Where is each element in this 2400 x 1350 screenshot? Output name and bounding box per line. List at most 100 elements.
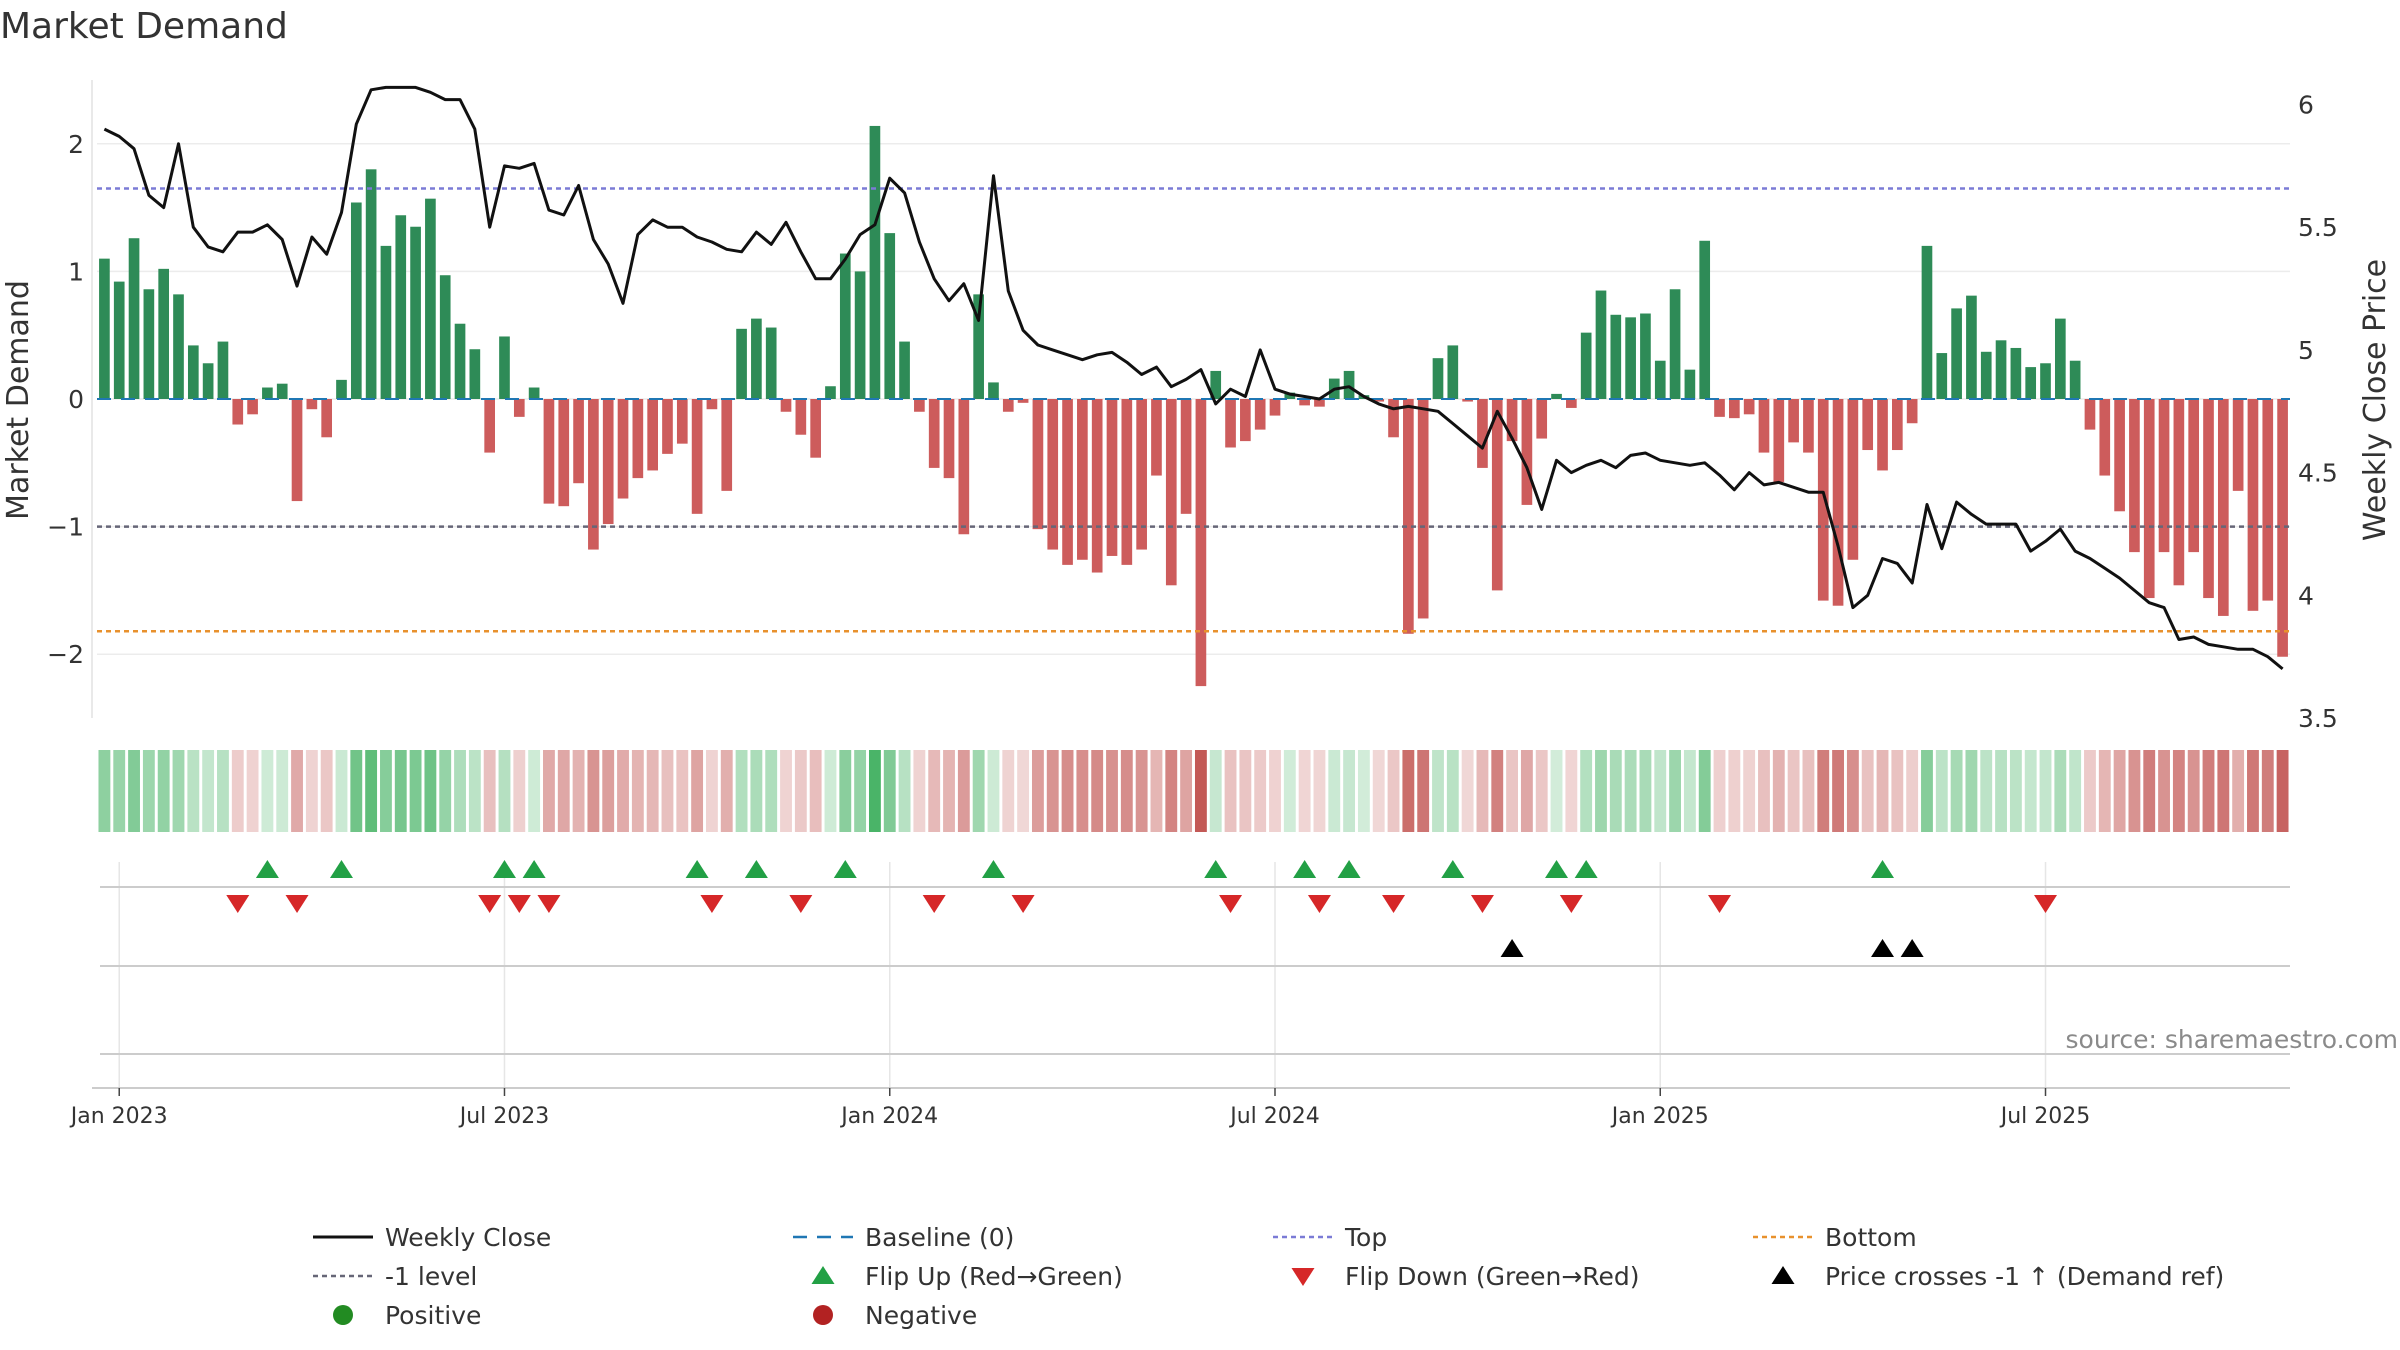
heat-strip-cell [691, 750, 704, 832]
demand-bar [1417, 399, 1429, 619]
flip-up-marker [981, 860, 1005, 878]
demand-bar [187, 345, 199, 399]
demand-bar [2025, 367, 2037, 399]
demand-bar [1240, 399, 1251, 442]
legend-label: Bottom [1825, 1223, 1917, 1252]
flip-up-marker [1545, 860, 1569, 878]
y-left-tick-label: −1 [47, 513, 84, 542]
demand-bar [1595, 290, 1607, 399]
heat-strip-cell [1728, 750, 1741, 832]
legend-flip-down-symbol [1291, 1268, 1315, 1286]
heat-strip-cell [943, 750, 955, 832]
demand-bar [1136, 399, 1147, 550]
y-left-axis-label: Market Demand [1, 280, 36, 520]
heat-strip-cell [424, 750, 437, 832]
demand-bar [1047, 399, 1059, 550]
demand-bar [1373, 399, 1385, 402]
heat-strip-cell [2024, 750, 2037, 832]
demand-bar [1580, 332, 1592, 399]
demand-bar [765, 327, 777, 399]
heat-strip-cell [1639, 750, 1652, 832]
demand-bar [1654, 360, 1666, 399]
flip-up-marker [1293, 860, 1317, 878]
heat-strip-cell [335, 750, 348, 832]
demand-bar [143, 289, 155, 399]
demand-bar [1299, 399, 1310, 406]
demand-bar [780, 399, 792, 412]
heat-strip-cell [1239, 750, 1252, 832]
y-left-tick-label: 2 [68, 130, 84, 159]
demand-bar [1995, 340, 2007, 399]
flip-up-marker [685, 860, 709, 878]
demand-bar [1684, 369, 1696, 399]
heat-strip-cell [898, 750, 911, 832]
demand-bar [1817, 399, 1829, 601]
legend-cross-symbol [1771, 1266, 1795, 1284]
heat-strip-cell [468, 750, 481, 832]
heat-strip-cell [1061, 750, 1074, 832]
demand-bar [1491, 399, 1503, 591]
y-left-tick-label: 1 [68, 257, 84, 286]
legend-positive-dot [333, 1305, 353, 1325]
heat-strip-cell [1758, 750, 1770, 832]
demand-bar [1906, 399, 1918, 424]
heat-strip-cell [839, 750, 852, 832]
heat-strip-cell [1461, 750, 1474, 832]
heat-strip-cell [1254, 750, 1267, 832]
demand-bar [839, 253, 851, 399]
demand-bar [825, 386, 836, 399]
demand-bar [262, 387, 273, 399]
legend-label: Price crosses -1 ↑ (Demand ref) [1825, 1262, 2224, 1291]
heat-strip-cell [1683, 750, 1696, 832]
demand-bar [202, 363, 214, 399]
demand-bar [1210, 370, 1222, 399]
demand-bar [899, 341, 910, 399]
demand-bar [1403, 399, 1414, 634]
demand-bar [1432, 358, 1444, 399]
heat-strip-cell [987, 750, 1000, 832]
y-right-tick-label: 6 [2298, 91, 2314, 120]
heat-strip-cell [1150, 750, 1163, 832]
demand-bar [958, 399, 970, 535]
heat-strip-cell [1965, 750, 1978, 832]
demand-bar [2188, 399, 2200, 553]
heat-strip-cell [1194, 750, 1207, 832]
heat-strip-cell [543, 750, 555, 832]
heat-strip-cell [1357, 750, 1370, 832]
heat-strip-cell [172, 750, 185, 832]
heat-strip-cell [2054, 750, 2067, 832]
heat-strip-cell [913, 750, 926, 832]
flip-down-marker [1307, 895, 1331, 913]
flip-down-marker [285, 895, 309, 913]
demand-bar [1091, 399, 1103, 573]
demand-bar [1106, 399, 1118, 556]
demand-bar [928, 399, 940, 468]
demand-bar [2203, 399, 2214, 599]
heat-strip-cell [735, 750, 748, 832]
demand-bar [2158, 399, 2170, 553]
demand-bar [810, 399, 821, 458]
demand-bar [276, 383, 288, 399]
flip-down-marker [1708, 895, 1732, 913]
heat-strip-cell [1624, 750, 1637, 832]
legend-label: Flip Down (Green→Red) [1345, 1262, 1640, 1291]
heat-strip-cell [2084, 750, 2096, 832]
heat-strip-cell [676, 750, 689, 832]
demand-bar [1062, 399, 1073, 565]
demand-bar [350, 202, 362, 399]
y-right-tick-label: 4 [2298, 581, 2314, 610]
heat-strip-cell [2069, 750, 2082, 832]
heat-strip-cell [1580, 750, 1593, 832]
demand-bar [1032, 399, 1044, 530]
demand-bar [454, 323, 466, 399]
heat-strip-cell [765, 750, 778, 832]
heat-strip-cell [202, 750, 215, 832]
demand-bar [2114, 399, 2125, 512]
source-text: source: sharemaestro.com [2066, 1025, 2399, 1054]
flip-up-marker [1204, 860, 1228, 878]
demand-bar [1447, 345, 1459, 399]
heat-strip-cell [142, 750, 155, 832]
heat-strip-cell [483, 750, 496, 832]
heat-strip-cell [1031, 750, 1044, 832]
heat-strip-cell [2009, 750, 2022, 832]
